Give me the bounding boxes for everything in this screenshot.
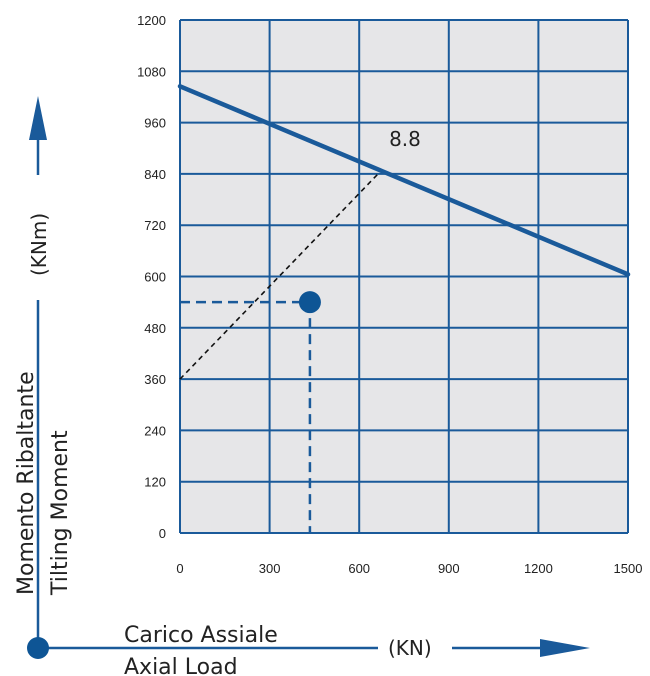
x-tick-label: 0 xyxy=(176,561,183,576)
curve-label: 8.8 xyxy=(389,127,421,151)
x-axis-title-en: Axial Load xyxy=(124,655,238,676)
x-tick-label: 300 xyxy=(259,561,281,576)
y-tick-labels: 0 120 240 360 480 600 720 840 960 1080 1200 xyxy=(137,13,166,541)
x-tick-labels: 0 300 600 900 1200 1500 xyxy=(176,561,642,576)
y-axis-title-en: Tilting Moment xyxy=(48,430,73,596)
y-axis-title-it: Momento Ribaltante xyxy=(14,371,39,595)
y-tick-label: 120 xyxy=(144,475,166,490)
origin-dot xyxy=(27,637,49,659)
load-line xyxy=(179,171,381,380)
y-tick-label: 1080 xyxy=(137,64,166,79)
x-tick-label: 1200 xyxy=(524,561,553,576)
grid xyxy=(179,19,629,534)
x-tick-label: 1500 xyxy=(614,561,643,576)
y-tick-label: 600 xyxy=(144,270,166,285)
y-tick-label: 360 xyxy=(144,372,166,387)
curve-line xyxy=(177,84,631,277)
y-tick-label: 480 xyxy=(144,321,166,336)
y-tick-label: 720 xyxy=(144,218,166,233)
curves: 8.8 xyxy=(177,84,631,277)
y-axis-arrow-icon xyxy=(29,96,47,140)
x-tick-label: 600 xyxy=(348,561,370,576)
y-tick-label: 0 xyxy=(159,526,166,541)
operating-point-group xyxy=(298,291,321,314)
operating-point xyxy=(298,291,321,314)
y-tick-label: 840 xyxy=(144,167,166,182)
x-axis-title-it: Carico Assiale xyxy=(124,623,278,648)
outer-axes xyxy=(27,96,590,659)
x-tick-label: 900 xyxy=(438,561,460,576)
y-tick-label: 240 xyxy=(144,423,166,438)
y-tick-label: 960 xyxy=(144,116,166,131)
x-axis-unit: (KN) xyxy=(388,636,432,660)
x-axis-arrow-icon xyxy=(540,639,590,657)
y-tick-label: 1200 xyxy=(137,13,166,28)
operating-point-guides xyxy=(180,300,312,533)
load-line-group xyxy=(179,171,381,380)
y-axis-unit: (KNm) xyxy=(27,213,51,276)
